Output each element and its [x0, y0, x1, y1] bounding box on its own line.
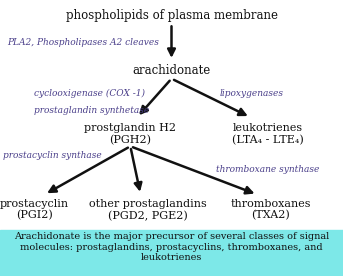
Text: prostglandin H2
(PGH2): prostglandin H2 (PGH2)	[84, 123, 176, 145]
Text: PLA2, Phospholipases A2 cleaves: PLA2, Phospholipases A2 cleaves	[7, 38, 159, 47]
Text: arachidonate: arachidonate	[132, 64, 211, 77]
FancyBboxPatch shape	[0, 230, 343, 276]
Text: other prostaglandins
(PGD2, PGE2): other prostaglandins (PGD2, PGE2)	[88, 199, 206, 221]
Text: phospholipids of plasma membrane: phospholipids of plasma membrane	[66, 9, 277, 22]
Text: thromboxanes
(TXA2): thromboxanes (TXA2)	[231, 199, 311, 221]
Text: Arachidonate is the major precursor of several classes of signal
molecules: pros: Arachidonate is the major precursor of s…	[14, 232, 329, 262]
Text: leukotrienes
(LTA₄ - LTE₄): leukotrienes (LTA₄ - LTE₄)	[232, 123, 304, 145]
Text: lipoxygenases: lipoxygenases	[220, 89, 284, 98]
Text: cyclooxigenase (COX -1): cyclooxigenase (COX -1)	[34, 89, 145, 99]
Text: prostaglandin synthetase: prostaglandin synthetase	[34, 106, 150, 115]
Text: prostacyclin synthase: prostacyclin synthase	[3, 152, 102, 160]
Text: thromboxane synthase: thromboxane synthase	[216, 165, 319, 174]
Text: prostacyclin
(PGI2): prostacyclin (PGI2)	[0, 199, 69, 221]
